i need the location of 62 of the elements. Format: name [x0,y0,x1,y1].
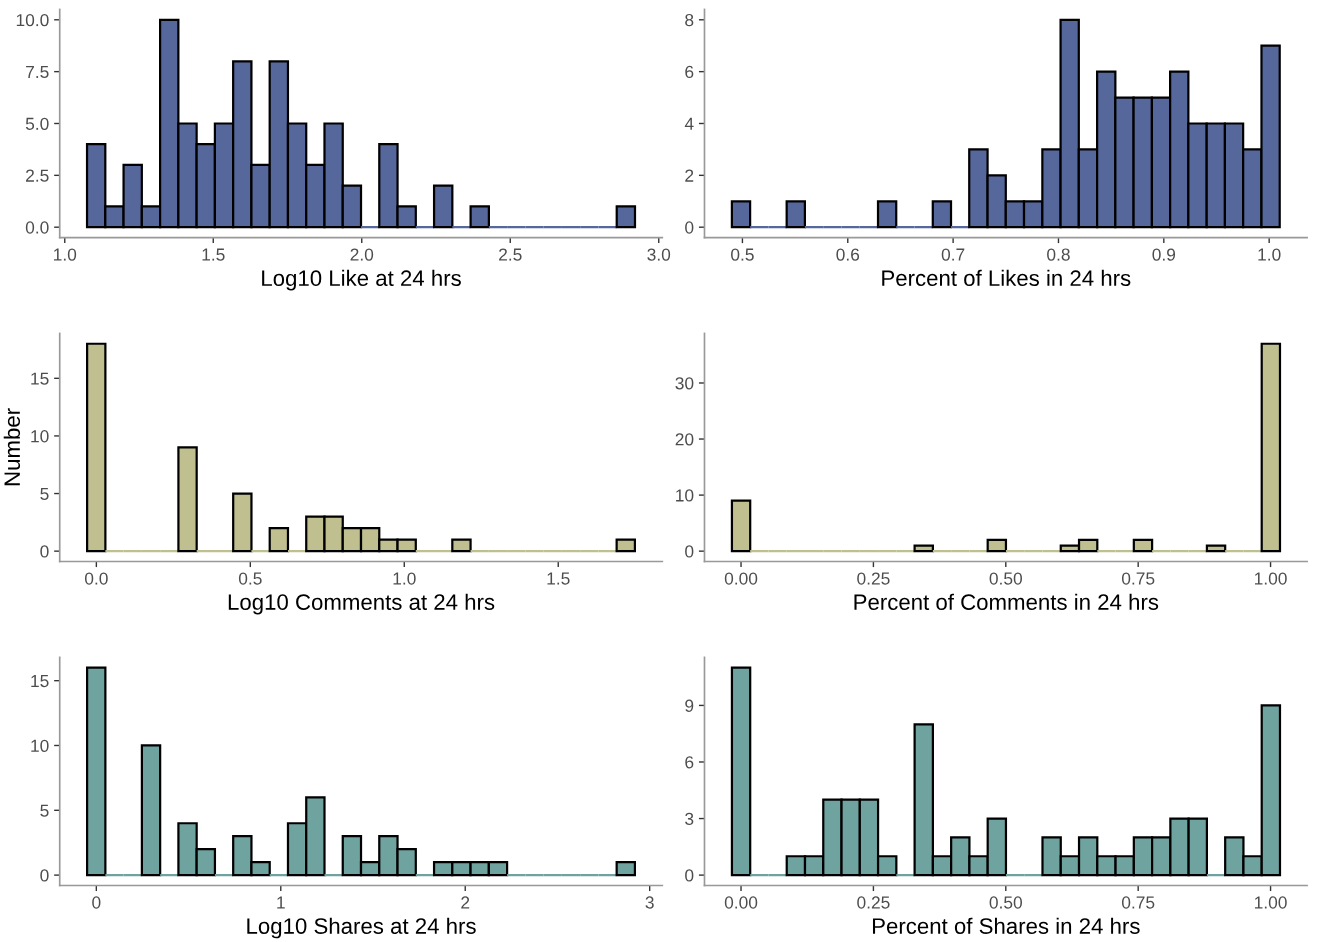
x-tick-label: 3.0 [647,248,671,261]
y-tick-label: 5 [40,804,49,817]
y-tick-label: 10 [31,739,49,752]
y-tick-label: 20 [675,433,694,446]
y-tick-label: 6 [685,756,694,769]
y-tick-label: 7.5 [26,65,49,79]
y-tick-label: 10 [31,430,49,443]
x-tick-label: 0.5 [731,248,754,261]
y-tick-label: 0 [685,869,694,882]
y-tick-label: 2.5 [26,169,49,182]
x-tick-label: 1.5 [547,572,570,585]
x-tick-label: 0.75 [1121,896,1155,909]
x-tick-label: 2.0 [350,248,374,261]
x-tick-label: 0.75 [1121,572,1155,585]
x-axis-title: Percent of Comments in 24 hrs [854,593,1159,610]
x-axis-title: Log10 Shares at 24 hrs [247,917,476,939]
x-tick-label: 0.8 [1047,248,1070,261]
y-tick-label: 0 [40,869,49,882]
y-tick-label: 5.0 [25,117,49,130]
y-tick-label: 8 [685,13,694,27]
x-tick-label: 0.5 [238,572,262,585]
x-tick-label: 2.5 [499,248,522,261]
y-tick-label: 0 [40,545,49,558]
x-tick-label: 0.6 [836,248,860,261]
x-axis-title: Percent of Likes in 24 hrs [882,269,1131,287]
x-tick-label: 0.50 [989,572,1023,585]
x-tick-label: 2 [461,896,470,909]
x-axis-title: Log10 Like at 24 hrs [262,269,461,291]
y-tick-label: 5 [40,487,49,500]
x-tick-label: 0.7 [941,248,965,261]
y-tick-label: 3 [685,812,694,826]
y-tick-label: 0 [685,545,694,558]
x-tick-label: 1.0 [1258,248,1281,261]
y-axis-title: Number [3,408,21,486]
y-tick-label: 0.0 [25,221,49,234]
x-tick-label: 0.00 [724,572,758,585]
y-tick-label: 9 [685,699,694,712]
y-tick-label: 2 [685,169,694,182]
x-tick-label: 1.00 [1254,572,1287,585]
y-tick-label: 10 [676,489,694,502]
x-tick-label: 0.9 [1152,248,1176,261]
x-axis-title: Log10 Comments at 24 hrs [228,593,495,615]
x-tick-label: 1.0 [54,248,77,261]
x-tick-label: 0.25 [857,572,890,585]
y-tick-label: 6 [685,65,694,79]
y-tick-label: 30 [675,377,694,390]
y-tick-label: 0 [685,221,694,234]
x-tick-label: 1 [277,896,285,909]
y-tick-label: 10.0 [16,13,49,27]
x-tick-label: 3 [645,896,654,909]
x-tick-label: 1.5 [202,248,225,261]
x-tick-label: 0.25 [857,896,890,909]
y-tick-label: 4 [684,117,694,130]
x-axis-title: Percent of Shares in 24 hrs [872,917,1140,934]
x-tick-label: 0 [92,896,101,909]
x-tick-label: 0.00 [724,896,758,909]
y-tick-label: 15 [31,372,49,385]
y-tick-label: 15 [31,675,49,688]
x-tick-label: 0.50 [989,896,1023,909]
x-tick-label: 0.0 [84,572,108,585]
x-tick-label: 1.00 [1254,896,1287,909]
x-tick-label: 1.0 [393,572,416,585]
